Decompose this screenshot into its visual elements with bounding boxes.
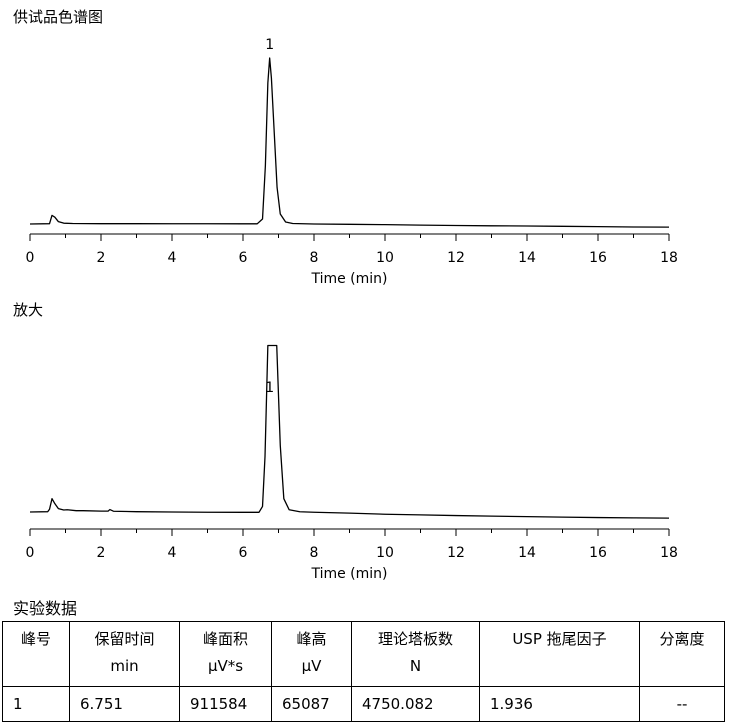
x-tick-label: 0: [26, 545, 35, 561]
table-header-row: 峰号 保留时间 min 峰面积 μV*s 峰高 μV 理论塔板数 N USP 拖尾因子 …: [2, 621, 725, 687]
cell-plate-number: 4750.082: [351, 686, 480, 722]
cell-peak-height: 65087: [271, 686, 352, 722]
header-peak-area: 峰面积 μV*s: [179, 621, 272, 687]
x-tick-label: 4: [168, 250, 177, 266]
cell-peak-area: 911584: [179, 686, 272, 722]
x-tick-label: 8: [310, 545, 319, 561]
x-tick-label: 0: [26, 250, 35, 266]
x-tick-label: 14: [518, 250, 536, 266]
x-axis-label: Time (min): [310, 271, 387, 287]
header-resolution: 分离度: [639, 621, 725, 687]
peak-label: 1: [265, 37, 274, 53]
x-tick-label: 4: [168, 545, 177, 561]
x-tick-label: 8: [310, 250, 319, 266]
x-tick-label: 2: [97, 545, 106, 561]
x-tick-label: 16: [589, 545, 607, 561]
chromatogram-trace: [29, 344, 670, 519]
table-row: 1 6.751 911584 65087 4750.082 1.936 --: [2, 686, 725, 722]
x-tick-label: 6: [239, 250, 248, 266]
header-tailing-factor: USP 拖尾因子: [479, 621, 640, 687]
cell-tailing-factor: 1.936: [479, 686, 640, 722]
x-axis-label: Time (min): [310, 566, 387, 582]
chromatogram-full-chart: 0 2 4 6 8 10 12 14 16 18 Time (min) 1: [26, 37, 678, 287]
peak-label: 1: [265, 380, 274, 396]
x-tick-label: 18: [660, 545, 678, 561]
cell-resolution: --: [639, 686, 725, 722]
cell-peak-no: 1: [2, 686, 70, 722]
x-tick-label: 18: [660, 250, 678, 266]
x-tick-label: 6: [239, 545, 248, 561]
x-tick-label: 16: [589, 250, 607, 266]
x-tick-label: 12: [447, 545, 465, 561]
x-tick-label: 10: [376, 545, 394, 561]
cell-retention-time: 6.751: [69, 686, 180, 722]
x-tick-label: 10: [376, 250, 394, 266]
results-table: 峰号 保留时间 min 峰面积 μV*s 峰高 μV 理论塔板数 N USP 拖尾因子 …: [2, 621, 725, 722]
zoom-title: 放大: [13, 301, 44, 319]
header-peak-height: 峰高 μV: [271, 621, 352, 687]
header-peak-no: 峰号: [2, 621, 70, 687]
header-plate-number: 理论塔板数 N: [351, 621, 480, 687]
x-tick-label: 2: [97, 250, 106, 266]
chromatogram-title: 供试品色谱图: [13, 8, 104, 26]
experiment-data-title: 实验数据: [13, 599, 78, 618]
chromatogram-trace: [29, 57, 670, 228]
x-tick-label: 14: [518, 545, 536, 561]
chromatogram-zoom-chart: 0 2 4 6 8 10 12 14 16 18 Time (min) 1: [26, 344, 678, 582]
header-retention-time: 保留时间 min: [69, 621, 180, 687]
x-tick-label: 12: [447, 250, 465, 266]
